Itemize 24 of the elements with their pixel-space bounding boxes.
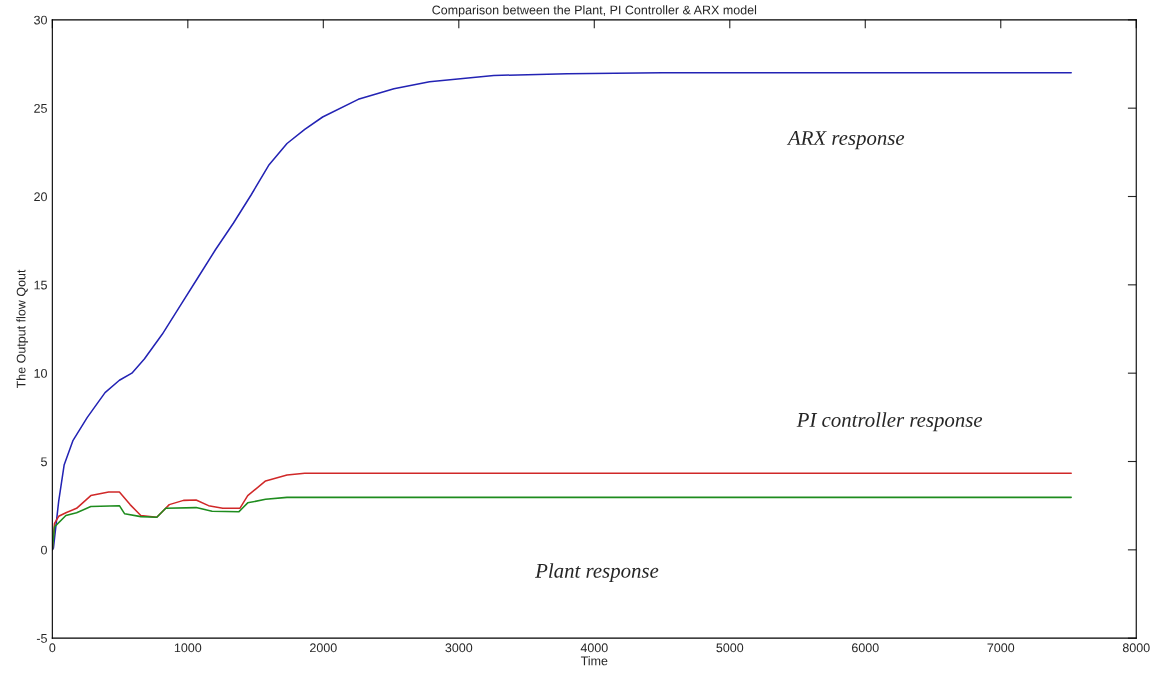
line-series: [52, 72, 1072, 551]
y-tick-label: 10: [34, 368, 47, 378]
annotation: ARX response: [786, 131, 905, 150]
x-tick-label: 7000: [987, 643, 1015, 653]
x-tick-label: 3000: [445, 643, 473, 653]
y-axis-title: The Output flow Qout: [16, 269, 29, 389]
x-tick-label: 8000: [1122, 643, 1150, 653]
x-tick-label: 4000: [580, 643, 608, 653]
annotation: PI controller response: [796, 412, 983, 432]
y-tick-label: 0: [41, 545, 47, 555]
y-tick-label: -5: [36, 634, 47, 643]
x-axis-title: Time: [580, 656, 608, 666]
x-tick-label: 0: [49, 643, 56, 653]
y-tick-label: 20: [34, 192, 47, 202]
x-tick-label: 6000: [852, 643, 879, 653]
chart-title: Comparison between the Plant, PI Controller & ARX model: [432, 5, 757, 17]
x-tick-label: 5000: [716, 643, 744, 653]
x-tick-label: 2000: [310, 643, 337, 653]
y-tick-label: 25: [34, 103, 47, 113]
y-tick-label: 30: [34, 15, 47, 25]
x-tick-label: 1000: [174, 643, 202, 653]
y-tick-label: 5: [41, 457, 47, 467]
y-tick-label: 15: [34, 280, 47, 290]
annotation: Plant response: [535, 563, 659, 583]
